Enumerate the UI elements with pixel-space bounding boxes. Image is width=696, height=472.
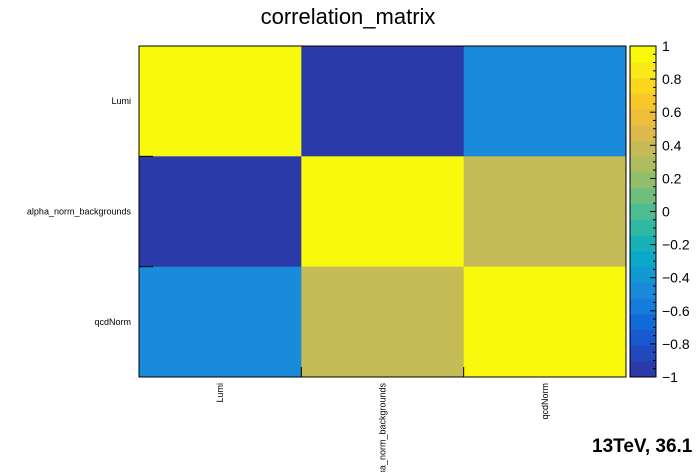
colorbar-segment xyxy=(630,124,656,141)
colorbar-tick-label: 0.6 xyxy=(662,104,682,120)
heatmap-cell xyxy=(463,46,627,157)
colorbar-tick-label: −0.6 xyxy=(662,303,690,319)
colorbar-segment xyxy=(630,46,656,63)
heatmap-cell xyxy=(139,46,302,157)
colorbar-segment xyxy=(630,361,656,378)
colorbar-segment xyxy=(630,266,656,283)
chart-title: correlation_matrix xyxy=(260,4,436,29)
colorbar-tick-label: 0.8 xyxy=(662,71,682,87)
heatmap-cell xyxy=(301,46,465,157)
colorbar-segment xyxy=(630,109,656,126)
colorbar-segment xyxy=(630,298,656,315)
heatmap-cell xyxy=(463,266,627,378)
plot-frame xyxy=(138,45,627,378)
colorbar-tick-label: −0.8 xyxy=(662,336,690,352)
energy-lumi-label: 13TeV, 36.1 xyxy=(592,436,693,457)
heatmap-cell xyxy=(139,156,302,268)
colorbar-tick-label: 0 xyxy=(662,204,670,220)
colorbar-tick-label: 0.2 xyxy=(662,170,682,186)
x-tick-label: alpha_norm_backgrounds xyxy=(378,383,388,472)
colorbar-tick-label: −1 xyxy=(662,369,678,385)
y-tick-label: qcdNorm xyxy=(94,317,131,327)
colorbar-tick-label: −0.4 xyxy=(662,270,690,286)
colorbar-segment xyxy=(630,235,656,252)
heatmap-cell xyxy=(463,156,627,268)
heatmap-cell xyxy=(301,266,465,378)
colorbar-segment xyxy=(630,140,656,157)
colorbar-segment xyxy=(630,203,656,220)
heatmap-cell xyxy=(301,156,465,268)
heatmap-cell xyxy=(139,266,302,378)
x-tick-label: qcdNorm xyxy=(540,383,550,420)
colorbar-segment xyxy=(630,61,656,78)
colorbar-segment xyxy=(630,219,656,236)
y-tick-label: alpha_norm_backgrounds xyxy=(27,207,132,217)
colorbar-segment xyxy=(630,282,656,299)
colorbar-tick-label: 1 xyxy=(662,38,670,54)
colorbar-segment xyxy=(630,172,656,189)
colorbar-segment xyxy=(630,156,656,173)
colorbar-segment xyxy=(630,93,656,110)
y-tick-label: Lumi xyxy=(111,96,131,106)
colorbar-tick-label: 0.4 xyxy=(662,137,682,153)
colorbar-segment xyxy=(630,187,656,205)
colorbar-tick-label: −0.2 xyxy=(662,237,690,253)
colorbar-segment xyxy=(630,313,656,331)
colorbar-segment xyxy=(630,329,656,346)
colorbar-segment xyxy=(630,345,656,362)
x-tick-label: Lumi xyxy=(215,383,225,403)
colorbar-segment xyxy=(630,250,656,268)
colorbar-segment xyxy=(630,77,656,94)
